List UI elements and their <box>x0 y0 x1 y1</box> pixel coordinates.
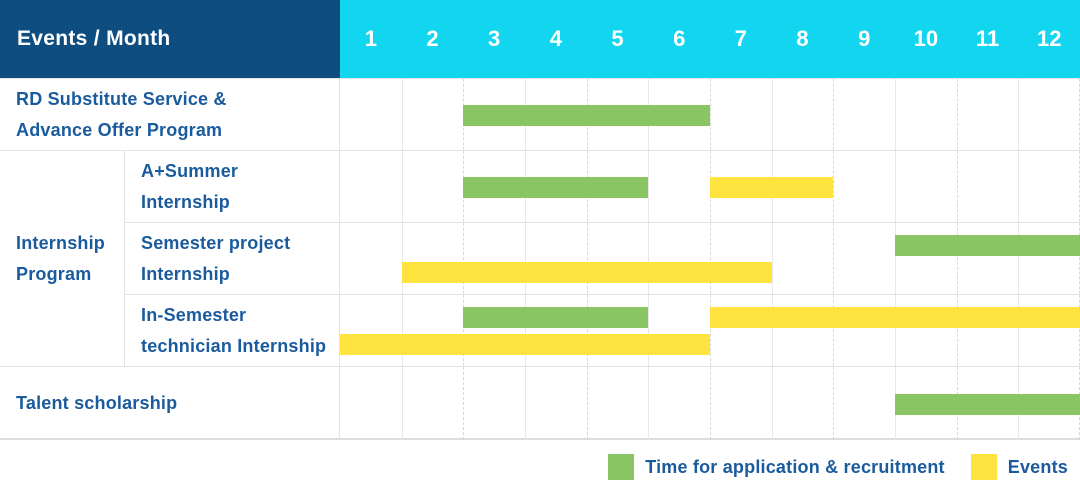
month-gridline <box>525 295 526 366</box>
month-gridline <box>463 295 465 366</box>
legend-label-events: Events <box>1007 456 1068 477</box>
month-header-cell: 1 <box>364 26 377 51</box>
month-header-cell: 12 <box>1036 26 1062 51</box>
month-gridline <box>401 223 403 294</box>
month-gridline <box>710 223 711 294</box>
bar-application-recruitment <box>463 307 649 328</box>
row-label-a-summer-internship: A+Summer Internship <box>125 150 340 222</box>
month-gridline <box>833 295 835 366</box>
header-events-month-cell: Events / Month <box>0 0 340 78</box>
month-header-cell: 10 <box>913 26 939 51</box>
month-gridline <box>648 295 650 366</box>
month-gridline <box>586 223 588 294</box>
row-label-talent-scholarship: Talent scholarship <box>0 366 340 440</box>
legend-swatch-green <box>608 454 635 480</box>
row-chart-semester-project-internship <box>340 222 1080 294</box>
month-gridline <box>895 79 896 150</box>
month-header-cell: 4 <box>549 26 562 51</box>
row-chart-talent-scholarship <box>340 366 1080 440</box>
month-gridline <box>771 367 773 440</box>
month-header-cell: 5 <box>611 26 624 51</box>
bar-events <box>340 334 710 355</box>
month-gridline <box>710 367 711 440</box>
row-chart-a-summer-internship <box>340 150 1080 222</box>
month-gridline <box>771 79 773 150</box>
month-gridline <box>833 79 835 150</box>
row-label-semester-project-internship: Semester project Internship <box>125 222 340 294</box>
bar-application-recruitment <box>463 176 649 198</box>
month-header-cell: 3 <box>488 26 501 51</box>
month-gridline <box>895 151 896 222</box>
month-gridline <box>1018 151 1020 222</box>
month-header-cell: 9 <box>858 26 871 51</box>
month-gridline <box>648 367 650 440</box>
month-gridline <box>833 223 835 294</box>
month-gridline <box>463 223 465 294</box>
row-label-rd-substitute: RD Substitute Service & Advance Offer Pr… <box>0 78 340 150</box>
month-gridline <box>833 367 835 440</box>
month-gridline <box>956 295 958 366</box>
month-gridline <box>1018 223 1020 294</box>
month-gridline <box>956 223 958 294</box>
month-gridline <box>771 223 773 294</box>
month-gridline <box>525 367 526 440</box>
month-gridline <box>1018 295 1020 366</box>
bar-events <box>401 262 772 283</box>
month-gridline <box>401 295 403 366</box>
month-gridline <box>833 151 835 222</box>
legend-item-application-recruitment: Time for application & recruitment <box>608 454 945 480</box>
month-header-cell: 6 <box>673 26 686 51</box>
month-gridline <box>771 295 773 366</box>
legend-item-events: Events <box>970 454 1068 480</box>
group-label-internship-program: Internship Program <box>0 150 125 366</box>
month-gridline <box>648 223 650 294</box>
legend: Time for application & recruitment Event… <box>0 440 1068 494</box>
month-gridline <box>401 151 403 222</box>
header-title: Events / Month <box>17 27 171 50</box>
bar-events <box>710 307 1080 328</box>
row-label-in-semester-technician-internship: In-Semester technician Internship <box>125 294 340 366</box>
month-gridline <box>710 79 711 150</box>
month-gridline <box>956 79 958 150</box>
month-header-cell: 11 <box>975 26 1000 51</box>
legend-label-application-recruitment: Time for application & recruitment <box>645 456 945 477</box>
bar-application-recruitment <box>463 104 710 126</box>
schedule-table: Events / Month 1 2 3 4 5 6 7 8 9 10 11 12 RD Substi… <box>0 0 1080 440</box>
month-header-cell: 8 <box>796 26 809 51</box>
month-gridline <box>401 367 403 440</box>
legend-swatch-yellow <box>970 454 997 480</box>
month-gridline <box>710 295 711 366</box>
month-gridline <box>586 367 588 440</box>
month-header-cell: 2 <box>426 26 439 51</box>
bar-application-recruitment <box>895 393 1080 415</box>
month-gridline <box>956 151 958 222</box>
month-header-row: 1 2 3 4 5 6 7 8 9 10 11 12 <box>340 0 1080 78</box>
month-gridline <box>895 223 896 294</box>
month-gridline <box>648 151 650 222</box>
month-gridline <box>525 223 526 294</box>
month-gridline <box>895 295 896 366</box>
bar-application-recruitment <box>895 235 1080 256</box>
month-gridline <box>463 367 465 440</box>
month-gridline <box>1018 79 1020 150</box>
bar-events <box>710 176 834 198</box>
month-gridline <box>401 79 403 150</box>
row-chart-in-semester-technician-internship <box>340 294 1080 366</box>
month-gridline <box>586 295 588 366</box>
month-header-cell: 7 <box>734 26 747 51</box>
row-chart-rd-substitute <box>340 78 1080 150</box>
